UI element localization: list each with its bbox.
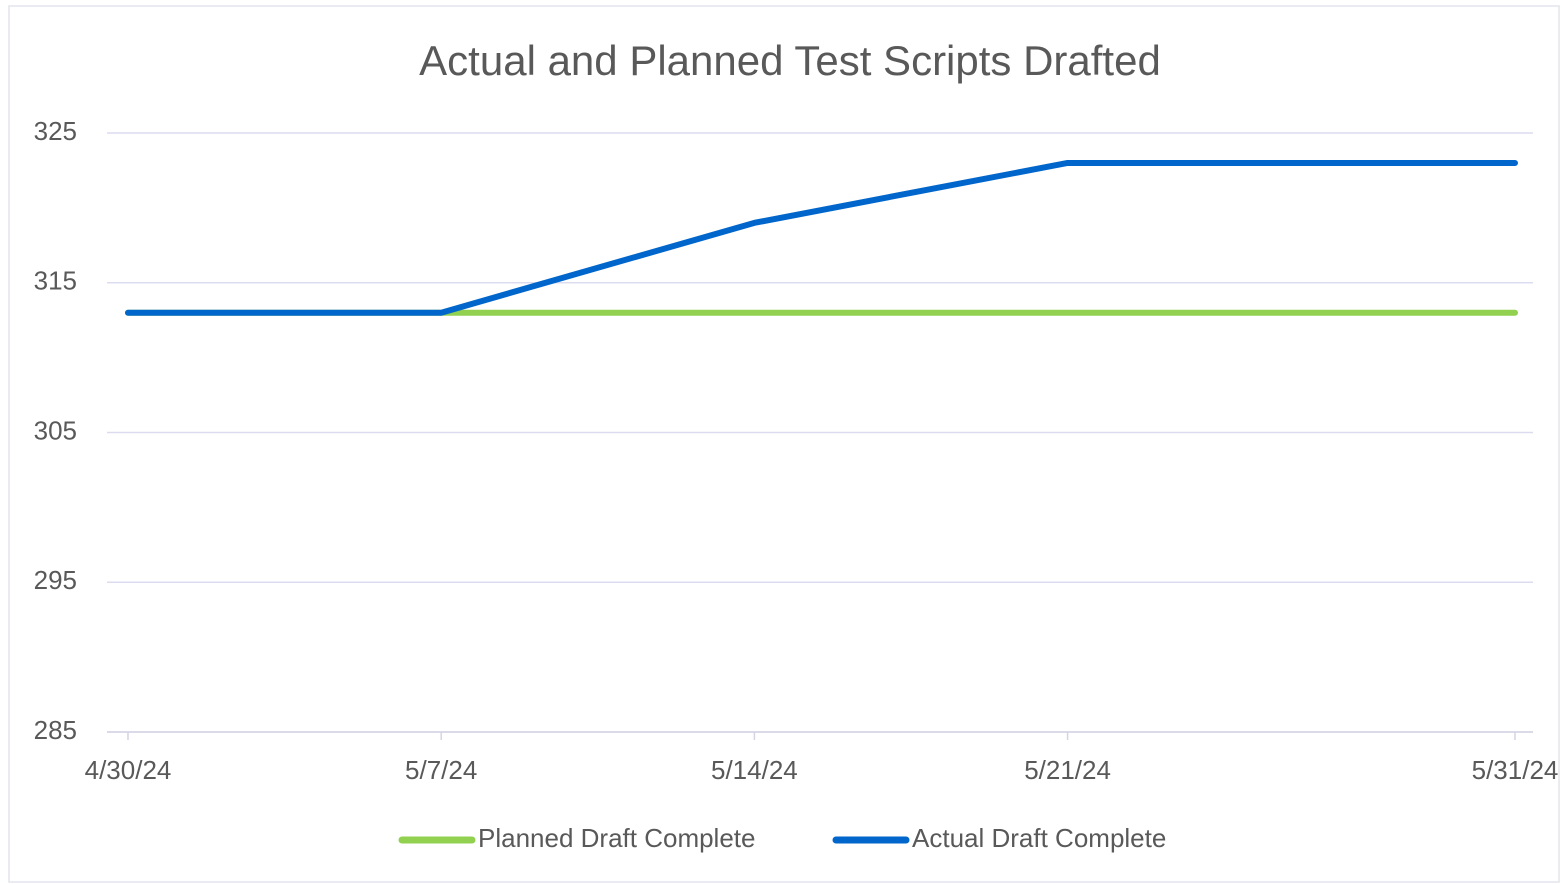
x-tick-label: 5/31/24 <box>1472 755 1559 785</box>
legend-label: Planned Draft Complete <box>478 823 755 853</box>
y-tick-label: 315 <box>34 266 77 296</box>
y-tick-label: 285 <box>34 715 77 745</box>
legend-label: Actual Draft Complete <box>912 823 1166 853</box>
x-tick-label: 5/14/24 <box>711 755 798 785</box>
y-tick-label: 325 <box>34 116 77 146</box>
x-tick-label: 4/30/24 <box>85 755 172 785</box>
chart-frame <box>8 5 1560 883</box>
x-tick-label: 5/7/24 <box>405 755 477 785</box>
chart-title: Actual and Planned Test Scripts Drafted <box>419 37 1161 84</box>
x-tick-label: 5/21/24 <box>1024 755 1111 785</box>
y-tick-label: 295 <box>34 565 77 595</box>
series-line <box>125 159 1518 316</box>
y-tick-label: 305 <box>34 415 77 445</box>
